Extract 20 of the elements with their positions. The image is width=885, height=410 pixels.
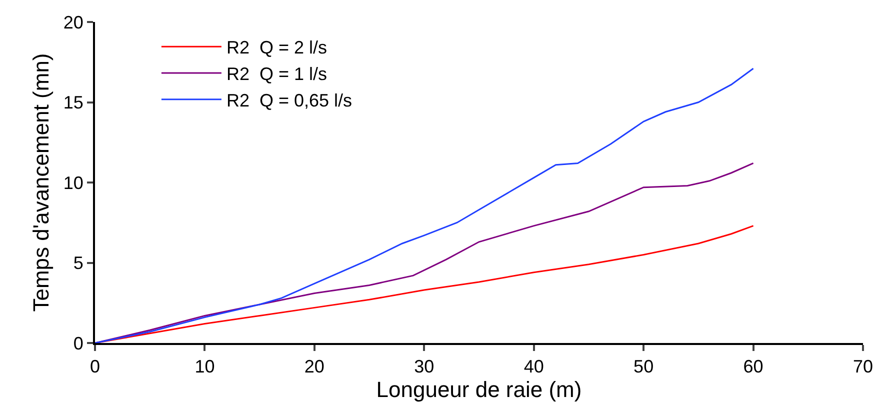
- legend-label: R2 Q = 1 l/s: [226, 64, 327, 84]
- x-tick-label: 20: [304, 356, 324, 377]
- y-axis-title: Temps d'avancement (mn): [28, 53, 54, 312]
- x-tick-label: 10: [194, 356, 215, 377]
- legend-label: R2 Q = 0,65 l/s: [226, 90, 352, 110]
- x-tick-label: 50: [634, 356, 654, 377]
- x-tick-label: 30: [414, 356, 434, 377]
- x-tick-label: 70: [852, 356, 874, 377]
- x-axis-title: Longueur de raie (m): [376, 377, 582, 402]
- y-tick-label: 10: [63, 172, 84, 193]
- y-tick-label: 15: [63, 92, 84, 113]
- x-tick-label: 40: [524, 356, 544, 377]
- x-tick-label: 0: [90, 356, 100, 377]
- y-tick-label: 0: [73, 333, 84, 354]
- line-series: [95, 68, 754, 343]
- y-tick-label: 20: [63, 12, 84, 32]
- legend-label: R2 Q = 2 l/s: [226, 38, 327, 58]
- line-series: [95, 162, 754, 343]
- x-tick-label: 60: [743, 356, 764, 377]
- y-tick-label: 5: [73, 253, 84, 274]
